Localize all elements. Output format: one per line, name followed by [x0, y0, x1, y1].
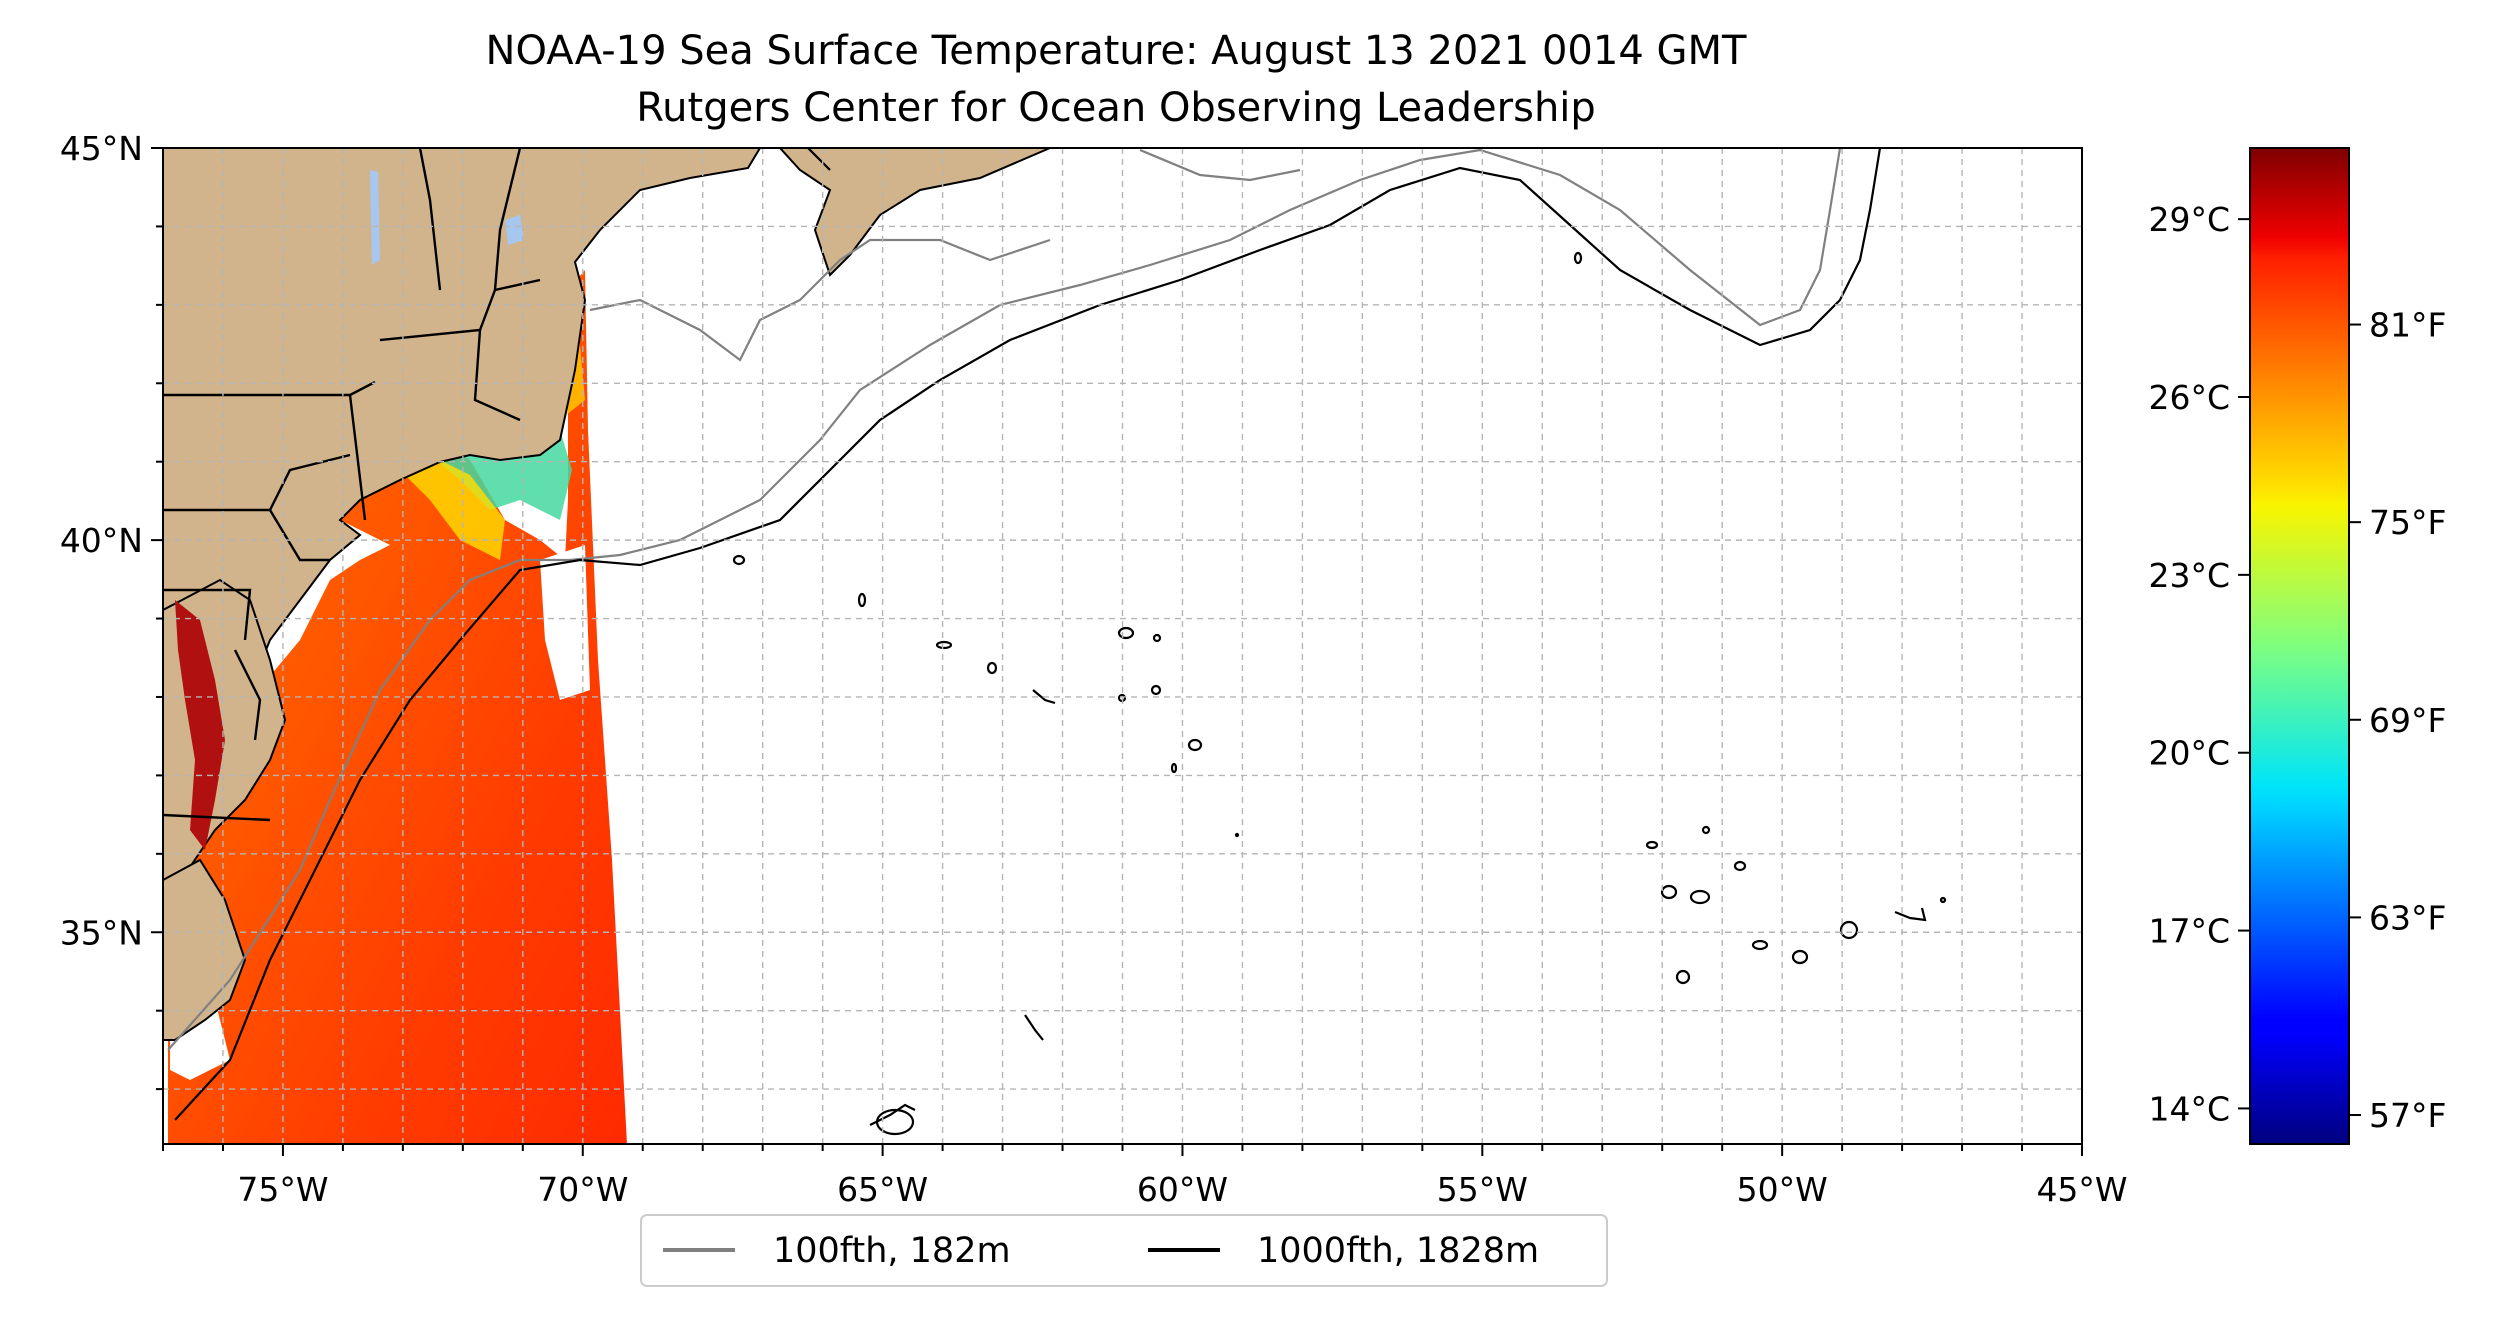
lat-tick-label: 35°N [60, 913, 143, 952]
grid-lines [163, 148, 2082, 1144]
map-panel [163, 148, 2082, 1144]
lake-champlain [370, 170, 380, 265]
seamounts [732, 251, 1947, 1136]
colorbar-gradient [2249, 147, 2350, 1145]
colorbar-label-fahrenheit: 81°F [2369, 306, 2446, 345]
isobath-legend: 100fth, 182m 1000fth, 1828m [640, 1214, 1608, 1287]
lon-tick-label: 70°W [537, 1170, 628, 1209]
axis-labels: 75°W 70°W 65°W 60°W 55°W 50°W 45°W 45°N 40°N 35°N [60, 129, 2128, 1209]
axis-ticks [151, 147, 2083, 1156]
lat-tick-label: 45°N [60, 129, 143, 168]
legend-label-1000fth: 1000fth, 1828m [1257, 1231, 1539, 1271]
colorbar-label-celsius: 29°C [2148, 200, 2230, 239]
colorbar-label-fahrenheit: 57°F [2369, 1096, 2446, 1135]
colorbar-label-fahrenheit: 63°F [2369, 898, 2446, 937]
sst-yellow-patch [400, 455, 505, 560]
colorbar-label-celsius: 23°C [2148, 556, 2230, 595]
lon-tick-label: 45°W [2036, 1170, 2127, 1209]
colorbar-label-celsius: 26°C [2148, 378, 2230, 417]
map-subtitle: Rutgers Center for Ocean Observing Leade… [636, 85, 1596, 131]
lake-small [505, 215, 524, 245]
lon-tick-label: 60°W [1137, 1170, 1228, 1209]
colorbar-label-celsius: 20°C [2148, 734, 2230, 773]
land-maritimes [778, 148, 1051, 277]
colorbar-labels: 29°C 26°C 23°C 20°C 17°C 14°C 81°F 75°F 69°F 63°F… [2148, 200, 2446, 1135]
isobath-1000fth [174, 148, 1882, 1121]
lon-tick-label: 65°W [837, 1170, 928, 1209]
land-lower-coast [163, 858, 247, 1041]
chesapeake-bay [175, 600, 225, 850]
legend-box [640, 1214, 1608, 1287]
lat-tick-label: 40°N [60, 521, 143, 560]
colorbar-label-celsius: 14°C [2148, 1089, 2230, 1128]
colorbar-label-fahrenheit: 69°F [2369, 701, 2446, 740]
colorbar-ticks [2238, 218, 2361, 1117]
lon-tick-label: 55°W [1437, 1170, 1528, 1209]
state-borders [163, 148, 541, 822]
sst-cloud-gap [540, 545, 590, 700]
map-title: NOAA-19 Sea Surface Temperature: August … [486, 28, 1747, 74]
lon-tick-label: 50°W [1737, 1170, 1828, 1209]
legend-label-100fth: 100fth, 182m [773, 1231, 1011, 1271]
lon-tick-label: 75°W [237, 1170, 328, 1209]
colorbar: 29°C 26°C 23°C 20°C 17°C 14°C 81°F 75°F 69°F 63°F… [2148, 147, 2446, 1145]
colorbar-label-celsius: 17°C [2148, 912, 2230, 951]
colorbar-label-fahrenheit: 75°F [2369, 503, 2446, 542]
sst-swath [168, 270, 627, 1144]
